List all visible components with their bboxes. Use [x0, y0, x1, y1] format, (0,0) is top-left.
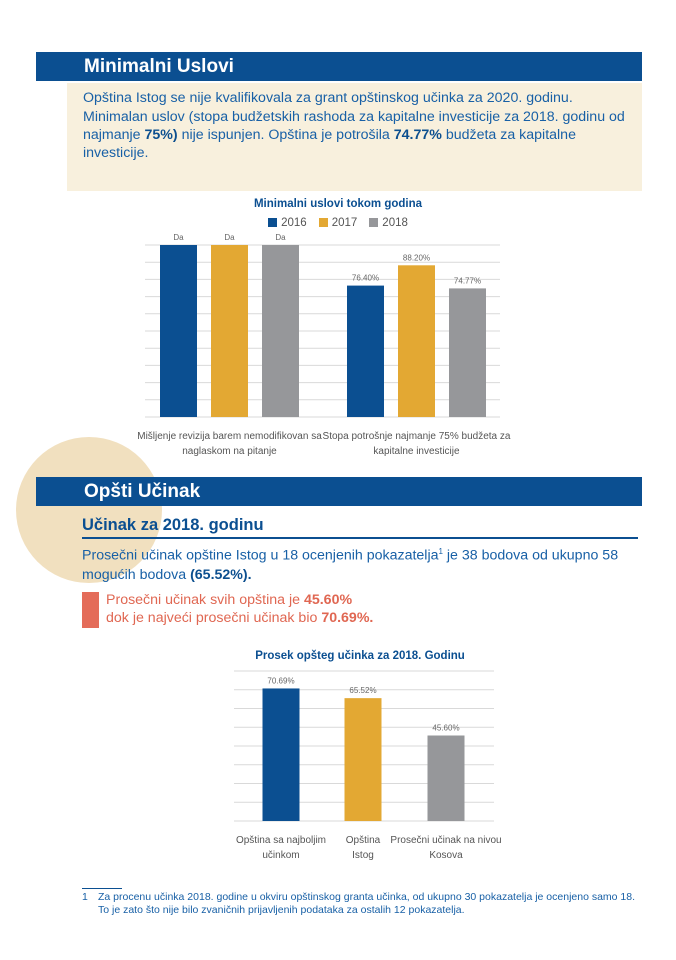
data-label: Da	[275, 233, 286, 242]
data-label: Da	[173, 233, 184, 242]
subheading-rule	[82, 537, 638, 539]
category-label: Prosečni učinak na nivou	[390, 835, 501, 846]
legend-item-2016: 2016	[268, 217, 307, 229]
footnote: 1 Za procenu učinka 2018. godine u okvir…	[82, 891, 642, 917]
category-label: Stopa potrošnje najmanje 75% budžeta za	[323, 431, 511, 442]
legend-item-2017: 2017	[318, 217, 358, 229]
chart2-prosek-ucinka: 70.69% 65.52% 45.60% Opština sa najboljim uč…	[234, 670, 502, 861]
data-label: 65.52%	[349, 686, 376, 695]
category-label: Mišljenje revizija barem nemodifikovan s…	[137, 431, 322, 442]
category-label: Opština	[346, 835, 381, 846]
data-label: 76.40%	[352, 274, 379, 283]
category-label: kapitalne investicije	[373, 446, 460, 457]
data-label: 88.20%	[403, 253, 430, 262]
info-line-1: Opština Istog se nije kvalifikovala za g…	[83, 90, 573, 106]
data-label: Da	[224, 233, 235, 242]
category-label: učinkom	[262, 850, 299, 861]
legend-label: 2017	[331, 217, 358, 229]
info-box: Opština Istog se nije kvalifikovala za g…	[67, 83, 642, 191]
highlight-marker	[82, 592, 99, 628]
data-label: 74.77%	[454, 276, 481, 285]
data-label: 45.60%	[432, 724, 459, 733]
footnote-rule	[82, 888, 122, 889]
chart2-title: Prosek opšteg učinka za 2018. Godinu	[255, 650, 465, 662]
legend-label: 2018	[382, 217, 408, 229]
summary-paragraph: Prosečni učinak opštine Istog u 18 ocenj…	[82, 547, 619, 583]
decorative-circle	[16, 437, 162, 583]
bar-2016-1	[160, 245, 197, 417]
bar-2018-1	[262, 245, 299, 417]
category-label: Opština sa najboljim	[236, 835, 326, 846]
legend-swatch	[318, 218, 328, 227]
footnote-text: Za procenu učinka 2018. godine u okviru …	[98, 891, 636, 916]
category-label: Istog	[352, 850, 374, 861]
section-header-minimalni-uslovi: Minimalni Uslovi	[36, 52, 642, 81]
section-header-opsti-ucinak: Opšti Učinak	[36, 477, 642, 506]
legend-item-2018: 2018	[369, 217, 408, 229]
chart1-minimalni-uslovi: Da 76.40% Da 88.20% Da 74.77% Mišljenje revizi…	[137, 233, 511, 457]
legend-label: 2016	[281, 217, 307, 229]
bar-2	[344, 698, 382, 821]
chart1-title: Minimalni uslovi tokom godina	[253, 198, 423, 210]
category-label: naglaskom na pitanje	[182, 446, 277, 457]
bar-2018-2	[449, 288, 486, 417]
legend-swatch	[369, 218, 379, 227]
legend-swatch	[268, 218, 278, 227]
chart1-legend: 2016 2017 2018	[0, 217, 676, 229]
highlight-text: Prosečni učinak svih opština je 45.60% d…	[106, 592, 374, 626]
bar-3	[427, 735, 465, 821]
bar-2017-2	[398, 265, 435, 417]
data-label: 70.69%	[267, 676, 294, 685]
subheading-ucinak-2018: Učinak za 2018. godinu	[82, 516, 264, 534]
bar-2017-1	[211, 245, 248, 417]
bar-2016-2	[347, 285, 384, 417]
footnote-number: 1	[82, 891, 88, 903]
bar-1	[262, 688, 300, 821]
info-line-2: Minimalan uslov (stopa budžetskih rashod…	[83, 109, 625, 161]
category-label: Kosova	[429, 850, 463, 861]
